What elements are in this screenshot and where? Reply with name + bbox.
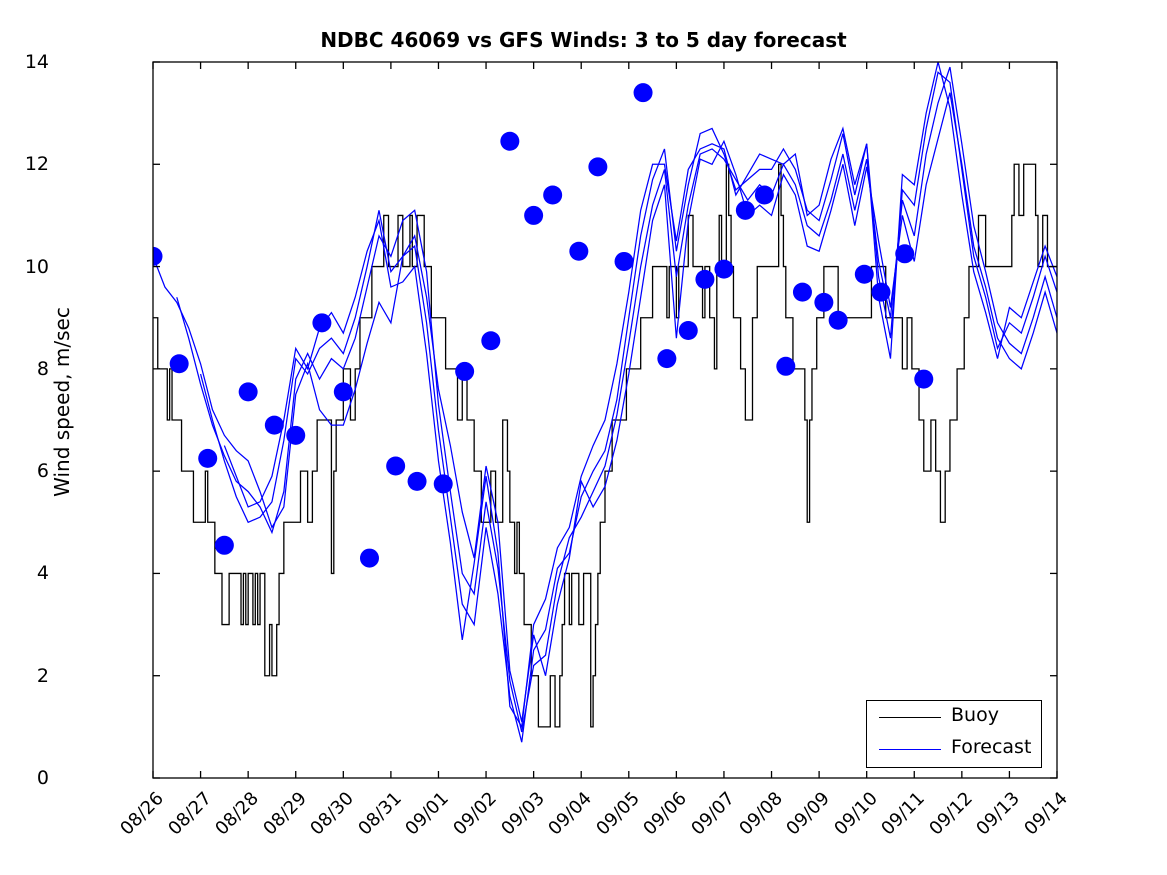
data-point-marker bbox=[569, 241, 589, 261]
data-point-marker bbox=[588, 157, 608, 177]
data-point-marker bbox=[407, 471, 427, 491]
data-point-marker bbox=[286, 425, 306, 445]
data-point-marker bbox=[359, 548, 379, 568]
data-point-marker bbox=[500, 131, 520, 151]
data-point-marker bbox=[481, 331, 501, 351]
data-point-marker bbox=[678, 321, 698, 340]
data-point-marker bbox=[754, 185, 774, 205]
data-point-marker bbox=[714, 259, 734, 279]
series-path bbox=[176, 66, 1057, 733]
data-point-marker bbox=[455, 361, 475, 381]
data-point-marker bbox=[735, 200, 755, 220]
series-path bbox=[223, 62, 1057, 729]
series-layer bbox=[153, 62, 1057, 743]
data-point-marker bbox=[543, 185, 563, 205]
data-point-marker bbox=[633, 83, 653, 103]
legend: Buoy Forecast bbox=[866, 700, 1042, 768]
data-point-marker bbox=[695, 269, 715, 289]
data-point-marker bbox=[895, 244, 915, 264]
axes-layer bbox=[152, 61, 1058, 779]
data-point-marker bbox=[433, 474, 453, 494]
data-point-marker bbox=[312, 313, 332, 333]
series-path bbox=[199, 71, 1057, 743]
data-point-marker bbox=[792, 282, 812, 302]
legend-entry-forecast: Forecast bbox=[867, 733, 1043, 767]
data-point-marker bbox=[198, 448, 218, 468]
data-point-marker bbox=[169, 354, 189, 374]
marker-layer bbox=[153, 83, 934, 568]
data-point-marker bbox=[524, 205, 544, 225]
data-point-marker bbox=[153, 246, 163, 266]
data-point-marker bbox=[614, 251, 634, 271]
series-path bbox=[153, 163, 1057, 728]
data-point-marker bbox=[914, 369, 934, 389]
y-tick-label: 2 bbox=[36, 664, 49, 687]
data-point-marker bbox=[854, 264, 874, 284]
data-point-marker bbox=[828, 310, 848, 330]
data-point-marker bbox=[386, 456, 406, 476]
data-point-marker bbox=[333, 382, 353, 402]
legend-label-forecast: Forecast bbox=[951, 736, 1032, 758]
data-point-marker bbox=[238, 382, 258, 402]
y-tick-label: 8 bbox=[36, 357, 49, 380]
series-path bbox=[153, 92, 1057, 722]
legend-swatch-forecast bbox=[879, 749, 941, 750]
y-tick-label: 6 bbox=[36, 460, 49, 483]
legend-label-buoy: Buoy bbox=[951, 704, 999, 726]
y-tick-label: 14 bbox=[24, 51, 49, 73]
y-tick-label: 10 bbox=[24, 255, 49, 278]
y-tick-label: 4 bbox=[36, 562, 49, 585]
data-point-marker bbox=[776, 356, 796, 376]
data-point-marker bbox=[814, 292, 834, 312]
data-point-marker bbox=[871, 282, 891, 302]
y-tick-label: 12 bbox=[24, 153, 49, 176]
axes-frame bbox=[152, 61, 1058, 779]
data-point-marker bbox=[657, 349, 677, 369]
y-tick-label: 0 bbox=[36, 767, 49, 789]
data-point-marker bbox=[214, 535, 234, 555]
chart-title: NDBC 46069 vs GFS Winds: 3 to 5 day fore… bbox=[320, 28, 847, 52]
data-point-marker bbox=[264, 415, 284, 435]
legend-swatch-buoy bbox=[879, 717, 941, 718]
legend-entry-buoy: Buoy bbox=[867, 701, 1043, 735]
